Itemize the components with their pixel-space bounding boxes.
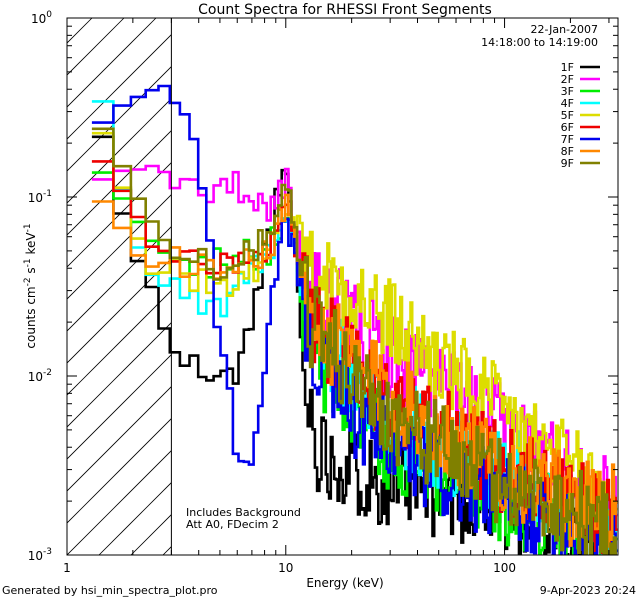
hatch-line	[67, 66, 172, 172]
series-line-9F	[91, 127, 617, 555]
legend-label-9F: 9F	[561, 157, 574, 170]
legend-label-2F: 2F	[561, 73, 574, 86]
y-tick-label: 100	[31, 10, 52, 26]
hatch-line	[67, 258, 172, 364]
y-tick-label: 10-1	[28, 189, 52, 205]
footer-generator: Generated by hsi_min_spectra_plot.pro	[2, 584, 218, 597]
y-tick-label: 10-2	[28, 368, 52, 384]
hatch-line	[67, 18, 125, 76]
y-axis-label: counts cm-2 s-1 keV-1	[23, 223, 38, 348]
tick-labels: 1 10 100 10-3 10-2 10-1 100	[28, 10, 516, 575]
time-range-label: 14:18:00 to 14:19:00	[481, 36, 598, 49]
hatch-line	[67, 386, 172, 492]
hatch-line	[67, 418, 172, 524]
hatch-line	[611, 18, 640, 555]
axis-ticks	[66, 17, 618, 556]
legend-label-6F: 6F	[561, 121, 574, 134]
hatched-region	[67, 18, 640, 555]
legend-label-8F: 8F	[561, 145, 574, 158]
hatch-line	[67, 98, 172, 204]
hatch-line	[67, 34, 172, 140]
x-tick-label: 100	[493, 561, 516, 575]
legend-label-1F: 1F	[561, 61, 574, 74]
x-axis-label: Energy (keV)	[306, 576, 383, 590]
y-tick-label: 10-3	[28, 547, 52, 563]
legend-label-4F: 4F	[561, 97, 574, 110]
legend-label-5F: 5F	[561, 109, 574, 122]
hatch-line	[67, 226, 172, 332]
plot-frame	[66, 17, 619, 556]
annotation-attenuator: Att A0, FDecim 2	[186, 518, 279, 531]
legend-label-7F: 7F	[561, 133, 574, 146]
hatch-line	[67, 450, 172, 555]
date-label: 22-Jan-2007	[531, 23, 599, 36]
annotation-background: Includes Background	[186, 506, 301, 519]
legend-label-3F: 3F	[561, 85, 574, 98]
hatch-line	[67, 130, 172, 236]
x-tick-label: 1	[63, 561, 71, 575]
x-tick-label: 10	[278, 561, 293, 575]
hatch-line	[67, 18, 93, 44]
hatch-line	[67, 194, 172, 300]
series-group	[91, 84, 618, 555]
footer-timestamp: 9-Apr-2023 20:24	[540, 584, 636, 597]
chart-title: Count Spectra for RHESSI Front Segments	[198, 2, 492, 18]
